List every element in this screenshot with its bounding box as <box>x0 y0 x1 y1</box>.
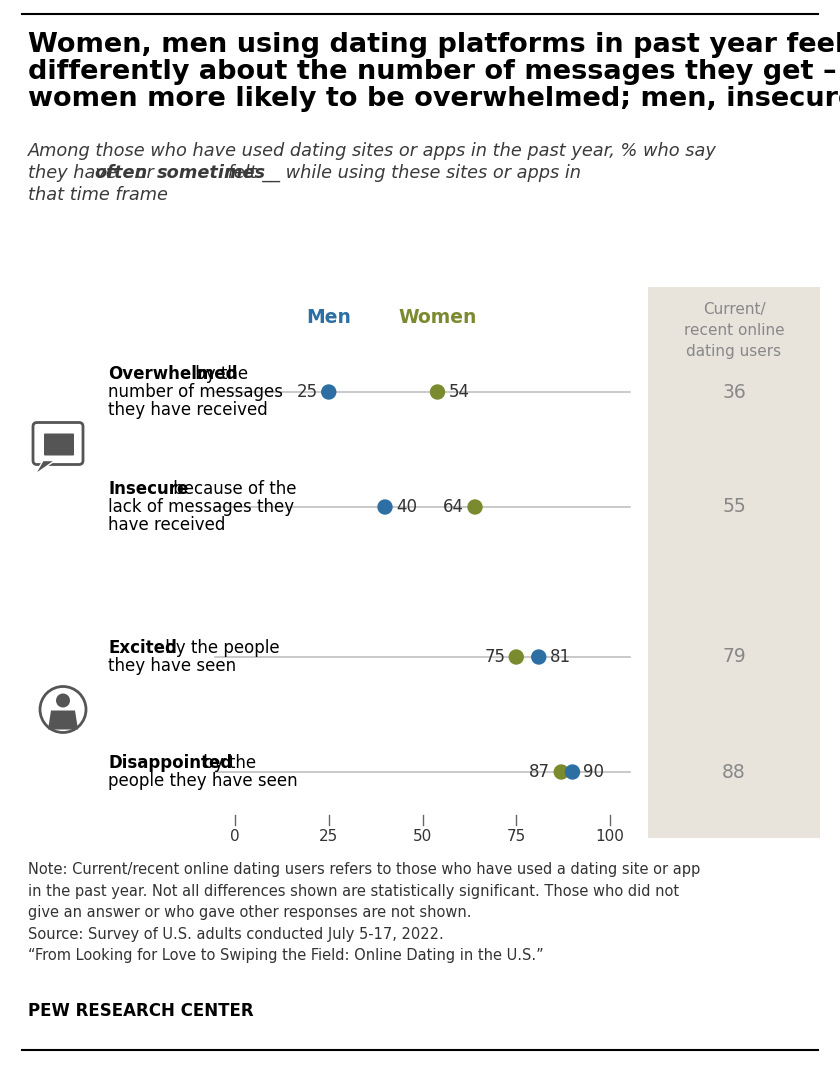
Text: 75: 75 <box>484 647 505 666</box>
Text: Current/
recent online
dating users: Current/ recent online dating users <box>684 302 785 359</box>
Text: 40: 40 <box>396 498 417 516</box>
Text: 81: 81 <box>549 647 571 666</box>
Text: Women: Women <box>398 308 476 327</box>
Text: 36: 36 <box>722 383 746 402</box>
Text: 79: 79 <box>722 647 746 667</box>
Text: or: or <box>130 164 160 182</box>
Text: women more likely to be overwhelmed; men, insecure: women more likely to be overwhelmed; men… <box>28 86 840 111</box>
Text: 55: 55 <box>722 497 746 517</box>
Text: Disappointed: Disappointed <box>108 754 232 772</box>
Text: lack of messages they: lack of messages they <box>108 498 294 516</box>
Text: by the: by the <box>191 364 249 383</box>
Text: because of the: because of the <box>168 480 297 498</box>
Text: PEW RESEARCH CENTER: PEW RESEARCH CENTER <box>28 1002 254 1019</box>
Text: Overwhelmed: Overwhelmed <box>108 364 238 383</box>
Text: by the people: by the people <box>160 639 280 657</box>
Circle shape <box>56 694 70 708</box>
Text: people they have seen: people they have seen <box>108 772 297 790</box>
Text: 88: 88 <box>722 762 746 781</box>
Text: Excited: Excited <box>108 639 177 657</box>
Circle shape <box>378 500 392 513</box>
Text: 50: 50 <box>413 829 432 844</box>
Circle shape <box>554 765 568 779</box>
Text: differently about the number of messages they get –: differently about the number of messages… <box>28 59 837 85</box>
Circle shape <box>532 650 546 664</box>
Text: they have: they have <box>28 164 123 182</box>
Text: Note: Current/recent online dating users refers to those who have used a dating : Note: Current/recent online dating users… <box>28 862 701 964</box>
Text: 0: 0 <box>230 829 239 844</box>
Text: often: often <box>95 164 148 182</box>
Text: 100: 100 <box>596 829 624 844</box>
Polygon shape <box>48 711 78 730</box>
Text: 90: 90 <box>584 763 605 781</box>
Text: Among those who have used dating sites or apps in the past year, % who say: Among those who have used dating sites o… <box>28 142 717 160</box>
Text: number of messages: number of messages <box>108 383 283 401</box>
Text: 54: 54 <box>449 383 470 401</box>
FancyBboxPatch shape <box>648 287 820 838</box>
Text: that time frame: that time frame <box>28 187 168 204</box>
Text: felt __ while using these sites or apps in: felt __ while using these sites or apps … <box>222 164 580 182</box>
Text: they have received: they have received <box>108 401 268 419</box>
Text: 25: 25 <box>297 383 318 401</box>
Text: 25: 25 <box>319 829 339 844</box>
Polygon shape <box>35 461 55 475</box>
Circle shape <box>322 385 336 399</box>
Text: Insecure: Insecure <box>108 480 188 498</box>
Text: Women, men using dating platforms in past year feel: Women, men using dating platforms in pas… <box>28 32 840 58</box>
Text: sometimes: sometimes <box>157 164 266 182</box>
Text: 87: 87 <box>529 763 550 781</box>
Circle shape <box>509 650 523 664</box>
FancyBboxPatch shape <box>33 422 83 464</box>
Text: they have seen: they have seen <box>108 657 236 675</box>
Circle shape <box>468 500 482 513</box>
Text: 64: 64 <box>443 498 464 516</box>
Text: 75: 75 <box>507 829 526 844</box>
Text: have received: have received <box>108 516 225 534</box>
FancyBboxPatch shape <box>44 433 74 456</box>
Circle shape <box>565 765 580 779</box>
Text: Men: Men <box>307 308 351 327</box>
Circle shape <box>431 385 444 399</box>
Text: by the: by the <box>198 754 256 772</box>
